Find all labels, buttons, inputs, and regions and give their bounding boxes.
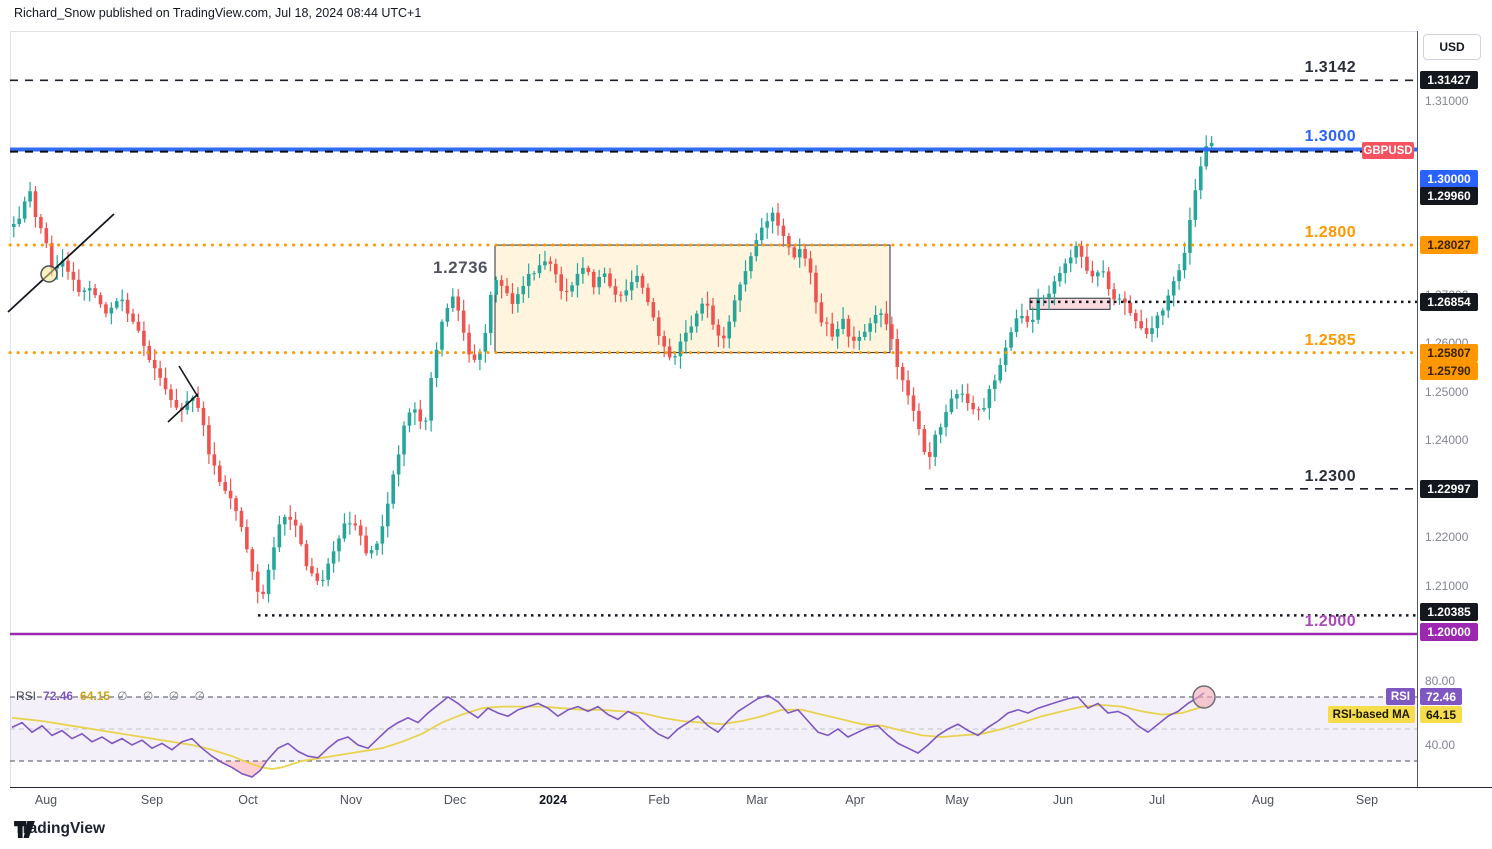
rsi-name-chip: RSI: [1385, 688, 1415, 705]
price-chip-1.31427: 1.31427: [1420, 71, 1478, 90]
time-label-May: May: [945, 793, 969, 807]
time-label-Aug: Aug: [1251, 793, 1275, 807]
price-chip-1.20385: 1.20385: [1420, 603, 1478, 622]
time-label-Mar: Mar: [746, 793, 768, 807]
price-tick-1.25000: 1.25000: [1425, 384, 1469, 399]
time-label-Nov: Nov: [339, 793, 363, 807]
rsi-legend: RSI 72.46 64.15 ∅ ∅ ∅ ∅: [16, 689, 211, 703]
time-label-Jul: Jul: [1149, 793, 1165, 807]
rsi-value-chip: 72.46: [1420, 688, 1462, 705]
price-chip-1.22997: 1.22997: [1420, 479, 1478, 498]
attribution-text: Richard_Snow published on TradingView.co…: [14, 6, 422, 20]
rsi-ma-line: [11, 704, 1205, 770]
rsi-tick-80.00: 80.00: [1425, 674, 1456, 688]
price-chip-1.25807: 1.25807: [1420, 343, 1478, 362]
price-chip-1.28027: 1.28027: [1420, 236, 1478, 255]
time-label-Feb: Feb: [648, 793, 670, 807]
level-label-1.3142: 1.3142: [1304, 59, 1356, 77]
rsi-value: 72.46: [43, 689, 74, 703]
level-label-1.3000: 1.3000: [1304, 128, 1356, 146]
price-tick-1.31000: 1.31000: [1425, 94, 1469, 108]
price-axis[interactable]: USD 1.310001.270001.260001.250001.240001…: [1417, 31, 1492, 812]
consolidation-box-label: 1.2736: [433, 258, 488, 277]
time-label-Sep: Sep: [140, 793, 164, 807]
highlight-circle[interactable]: [40, 265, 58, 283]
pennant-line-1[interactable]: [167, 393, 199, 423]
price-chip-1.30000: 1.30000: [1420, 170, 1478, 189]
symbol-badge: GBPUSD: [1362, 142, 1414, 159]
price-chip-1.20000: 1.20000: [1420, 622, 1478, 641]
rsi-pane-canvas[interactable]: [10, 670, 1417, 787]
price-chip-1.26854: 1.26854: [1420, 292, 1478, 311]
level-label-1.2800: 1.2800: [1304, 224, 1356, 242]
price-chip-1.29960: 1.29960: [1420, 187, 1478, 206]
price-chip-1.25790: 1.25790: [1420, 361, 1478, 380]
tradingview-logo-icon: [14, 820, 35, 838]
level-label-1.2300: 1.2300: [1304, 467, 1356, 485]
rsi-indicator-name: RSI: [16, 689, 37, 703]
june-support-box: [1029, 297, 1111, 310]
time-label-Sep: Sep: [1355, 793, 1379, 807]
time-label-Jun: Jun: [1052, 793, 1074, 807]
footer-brand-text: TradingView: [14, 820, 106, 837]
pennant-line-0[interactable]: [178, 365, 199, 398]
trend-line[interactable]: [7, 213, 115, 313]
currency-button[interactable]: USD: [1423, 34, 1481, 60]
rsi-ma-name-chip: RSI-based MA: [1327, 706, 1415, 723]
price-chart-canvas[interactable]: [7, 31, 1419, 670]
level-label-1.2000: 1.2000: [1304, 612, 1356, 630]
rsi-ma-value-chip: 64.15: [1420, 706, 1462, 723]
time-axis[interactable]: Aug Sep Oct Nov Dec 2024 Feb Mar Apr May Jun Jul Aug…: [10, 787, 1492, 812]
footer-brand: TradingView: [14, 820, 105, 838]
price-tick-1.24000: 1.24000: [1425, 433, 1469, 448]
time-label-2024: 2024: [539, 793, 567, 807]
time-label-Dec: Dec: [443, 793, 467, 807]
price-tick-1.21000: 1.21000: [1425, 578, 1469, 593]
rsi-tick-40.00: 40.00: [1425, 738, 1456, 752]
time-label-Aug: Aug: [34, 793, 58, 807]
time-label-Oct: Oct: [238, 793, 258, 807]
candlestick-series: [12, 135, 1214, 604]
rsi-ma-value: 64.15: [80, 689, 111, 703]
price-tick-1.22000: 1.22000: [1425, 530, 1469, 545]
rsi-highlight-circle[interactable]: [1192, 685, 1216, 709]
time-label-Apr: Apr: [845, 793, 865, 807]
level-label-1.2585: 1.2585: [1304, 331, 1356, 349]
rsi-line: [11, 692, 1205, 778]
rsi-hidden-values: ∅ ∅ ∅ ∅: [117, 689, 211, 703]
